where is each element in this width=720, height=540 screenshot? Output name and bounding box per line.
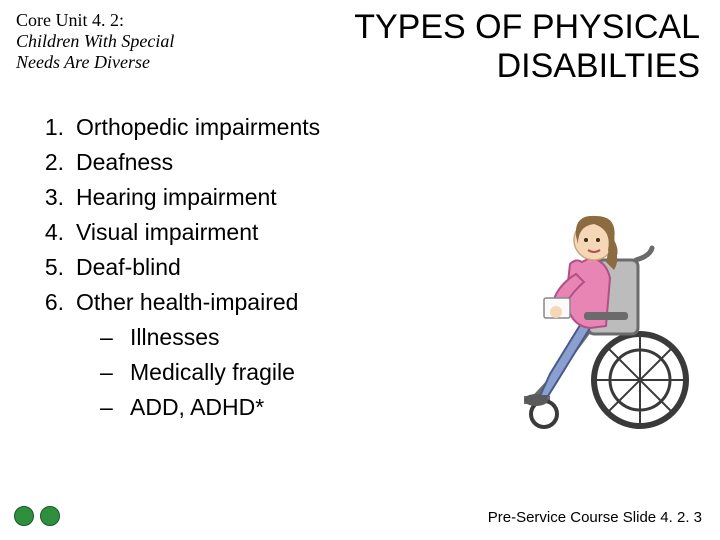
list-text: Orthopedic impairments — [76, 114, 320, 141]
list-text: Other health-impaired — [76, 289, 298, 316]
unit-line3: Needs Are Diverse — [16, 52, 236, 73]
list-item: 2.Deafness — [36, 149, 700, 176]
list-num: 1. — [36, 114, 76, 141]
page-title: TYPES OF PHYSICAL DISABILTIES — [236, 8, 704, 86]
dash: – — [100, 359, 130, 386]
dash: – — [100, 394, 130, 421]
nav-dots — [14, 506, 60, 526]
list-num: 2. — [36, 149, 76, 176]
list-text: Visual impairment — [76, 219, 258, 246]
list-text: Hearing impairment — [76, 184, 277, 211]
list-text: Deaf-blind — [76, 254, 181, 281]
sub-text: Medically fragile — [130, 359, 295, 386]
list-num: 5. — [36, 254, 76, 281]
list-text: Deafness — [76, 149, 173, 176]
list-num: 4. — [36, 219, 76, 246]
sub-text: ADD, ADHD* — [130, 394, 264, 421]
unit-block: Core Unit 4. 2: Children With Special Ne… — [16, 8, 236, 73]
dash: – — [100, 324, 130, 351]
sub-text: Illnesses — [130, 324, 219, 351]
nav-dot-icon — [14, 506, 34, 526]
list-num: 6. — [36, 289, 76, 316]
wheelchair-girl-illustration — [490, 200, 690, 440]
unit-line2: Children With Special — [16, 31, 236, 52]
title-line2: DISABILTIES — [497, 47, 700, 85]
title-line1: TYPES OF PHYSICAL — [354, 8, 700, 46]
nav-dot-icon — [40, 506, 60, 526]
list-item: 1.Orthopedic impairments — [36, 114, 700, 141]
footer-text: Pre-Service Course Slide 4. 2. 3 — [488, 509, 702, 526]
list-num: 3. — [36, 184, 76, 211]
unit-line1: Core Unit 4. 2: — [16, 10, 236, 31]
